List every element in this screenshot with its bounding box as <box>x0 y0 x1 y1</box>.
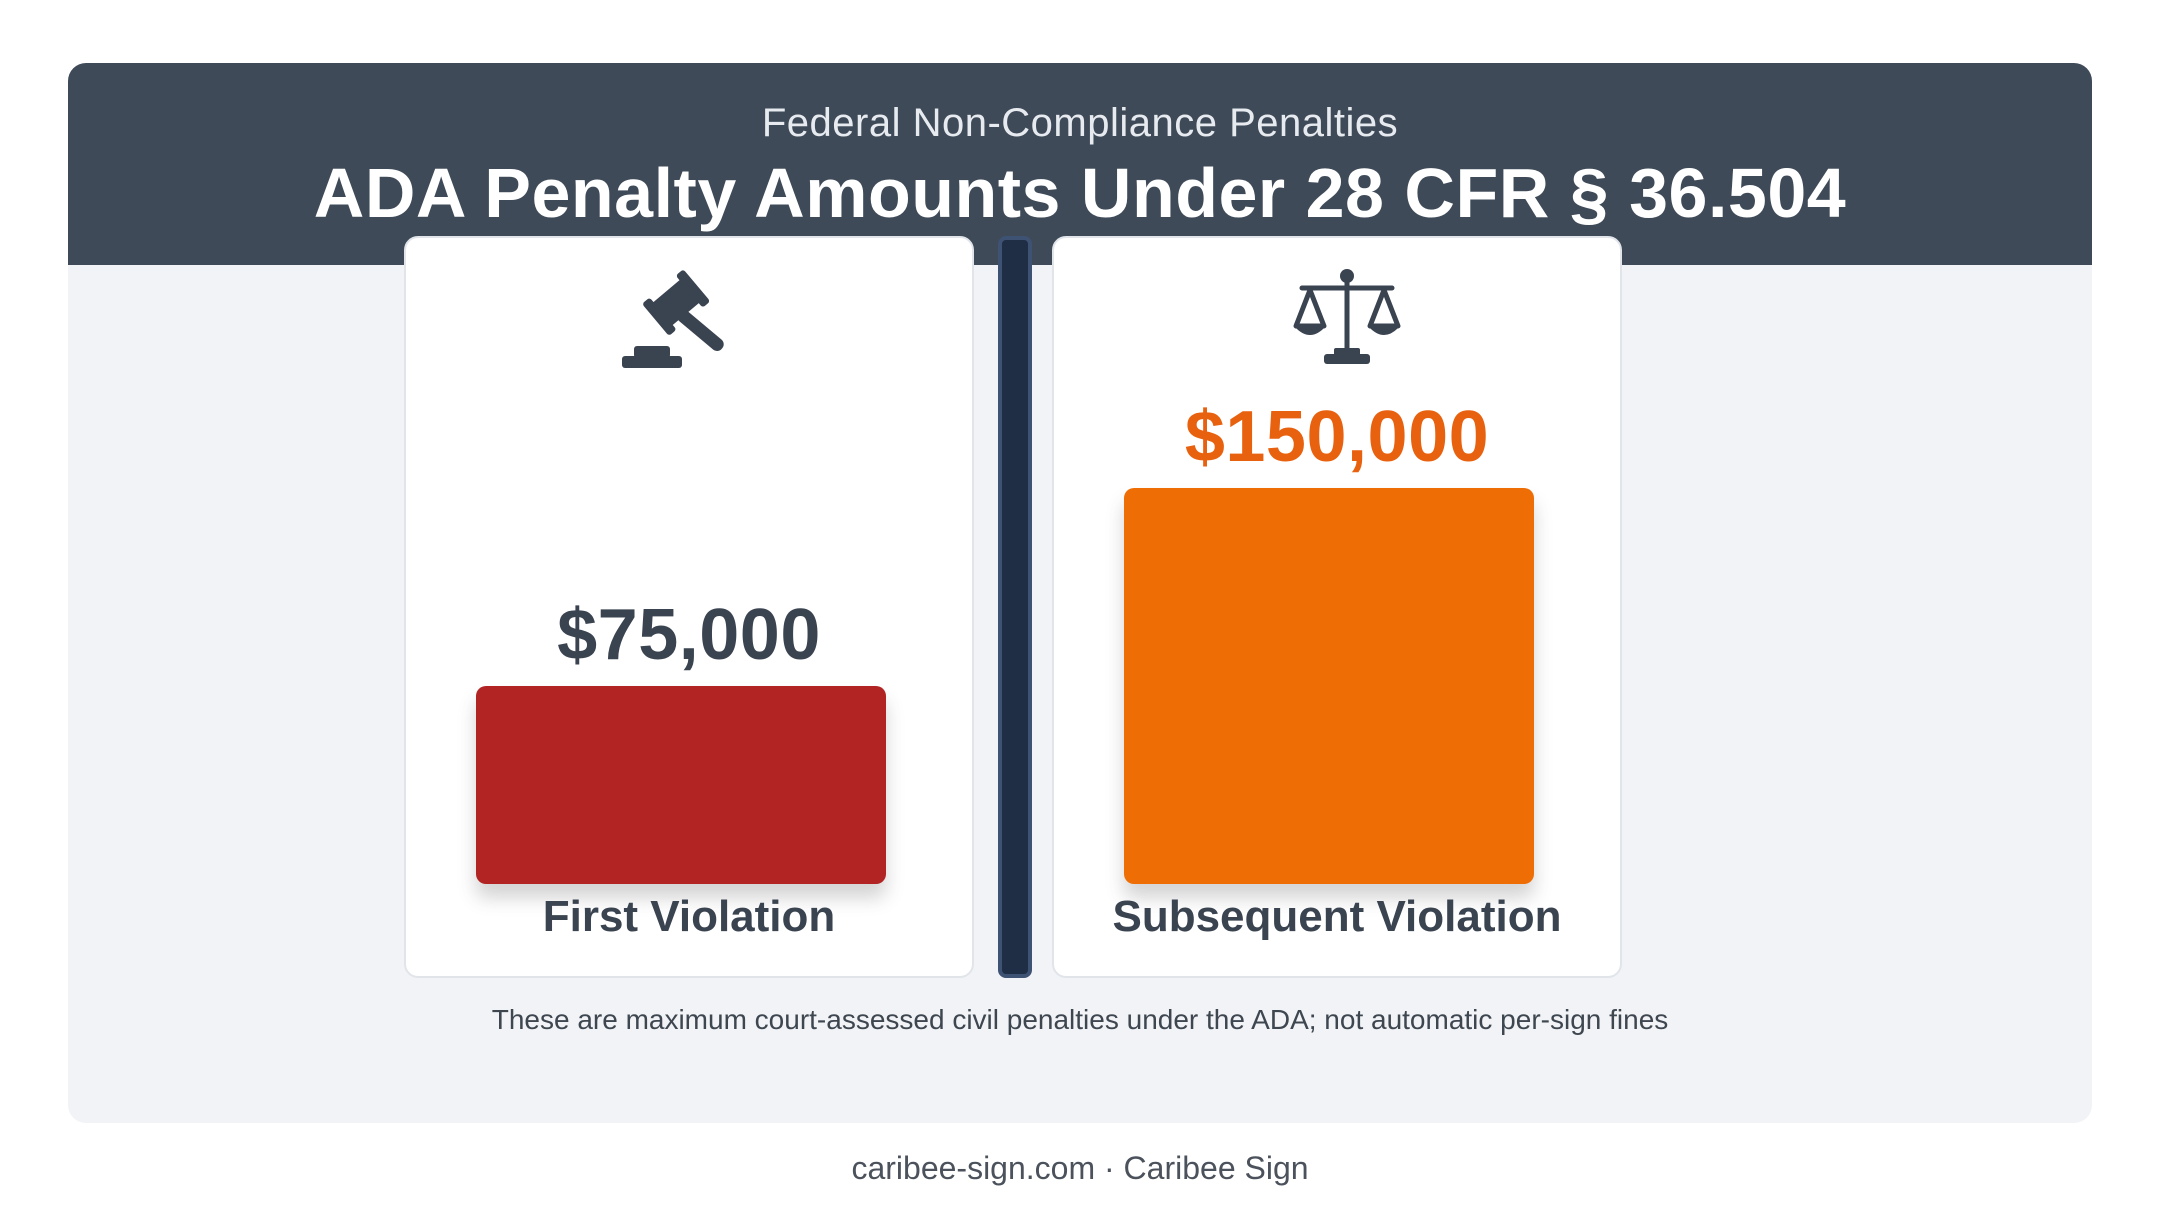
value-label-first-violation: $75,000 <box>557 595 821 675</box>
bar-first-violation <box>476 686 886 884</box>
chart-title: ADA Penalty Amounts Under 28 CFR § 36.50… <box>313 154 1847 232</box>
category-label-first-violation: First Violation <box>542 892 836 941</box>
footnote: These are maximum court-assessed civil p… <box>491 1004 1669 1035</box>
panel-subsequent-violation: $150,000 Subsequent Violation <box>1052 236 1622 978</box>
header-banner: Federal Non-Compliance Penalties ADA Pen… <box>68 63 2092 265</box>
center-divider <box>998 236 1032 978</box>
value-label-subsequent-violation: $150,000 <box>1184 397 1490 477</box>
category-label-subsequent-violation: Subsequent Violation <box>1112 892 1562 941</box>
scales-icon <box>1293 269 1401 364</box>
bar-subsequent-violation <box>1124 488 1534 884</box>
source-footer: caribee-sign.com · Caribee Sign <box>851 1150 1309 1186</box>
chart-subtitle: Federal Non-Compliance Penalties <box>761 101 1399 145</box>
gavel-icon <box>622 270 724 368</box>
panel-first-violation: $75,000 First Violation <box>404 236 974 978</box>
